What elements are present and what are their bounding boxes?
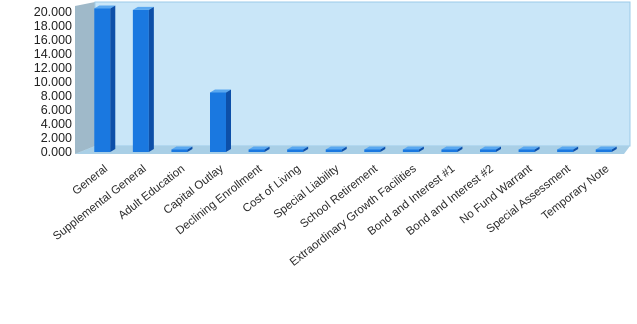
- x-category-label: Special Liability: [272, 163, 342, 221]
- y-tick-label: 0.000: [41, 145, 72, 159]
- bar: [210, 89, 231, 152]
- y-tick-label: 4.000: [41, 117, 72, 131]
- chart-left-wall: [75, 2, 95, 154]
- bar: [441, 146, 463, 152]
- bar: [132, 6, 154, 153]
- y-tick-label: 14.000: [34, 47, 72, 61]
- y-tick-label: 16.000: [34, 33, 72, 47]
- bar: [287, 146, 309, 152]
- y-tick-label: 12.000: [34, 61, 72, 75]
- y-tick-label: 18.000: [34, 19, 72, 33]
- y-tick-label: 2.000: [41, 131, 72, 145]
- y-tick-label: 10.000: [34, 75, 72, 89]
- chart-back-wall: [94, 1, 631, 147]
- bar: [402, 146, 424, 152]
- bar: [325, 146, 347, 152]
- bar: [480, 146, 501, 152]
- bar: [557, 146, 579, 152]
- x-category-label: Temporary Note: [540, 163, 612, 223]
- bar: [248, 146, 270, 152]
- x-category-label: Adult Education: [116, 163, 187, 222]
- bar: [171, 146, 193, 152]
- y-tick-label: 6.000: [41, 103, 72, 117]
- bar: [518, 146, 540, 152]
- bars: [94, 5, 617, 153]
- chart-floor: [75, 146, 630, 154]
- y-tick-label: 8.000: [41, 89, 72, 103]
- bar: [94, 5, 116, 152]
- bar: [595, 146, 617, 152]
- bar: [364, 146, 386, 152]
- y-axis-ticks: 0.0002.0004.0006.0008.00010.00012.00014.…: [34, 5, 72, 159]
- y-tick-label: 20.000: [34, 5, 72, 19]
